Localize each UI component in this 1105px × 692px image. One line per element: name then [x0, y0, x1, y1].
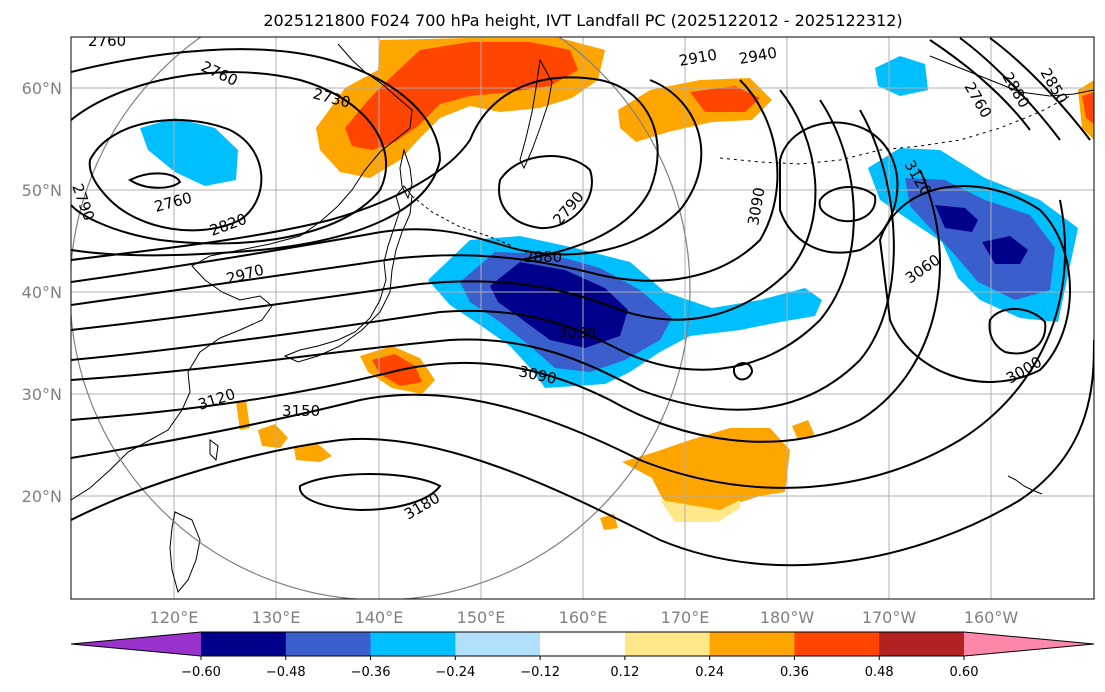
shade-red-kamchatka	[690, 86, 760, 112]
shade-light-blue-nw	[140, 118, 238, 186]
contour-line	[71, 99, 855, 371]
contour-line	[71, 339, 1094, 567]
contour-line	[128, 172, 182, 189]
shade-light-blue-bering	[875, 56, 928, 96]
coast-kamchatka	[519, 58, 553, 170]
contour-line	[929, 39, 1031, 131]
contour-line	[88, 119, 263, 232]
contour-line	[71, 89, 817, 331]
lon-label: 150°E	[457, 608, 506, 627]
lon-label: 120°E	[150, 608, 199, 627]
height-contours	[71, 37, 1094, 567]
lon-label: 170°E	[661, 608, 710, 627]
lon-label: 130°E	[252, 608, 301, 627]
coast-hawaii	[1007, 475, 1043, 495]
contour-line	[779, 121, 899, 254]
longitude-labels: 120°E 130°E 140°E 150°E 160°E 170°E 180°…	[150, 608, 1019, 627]
figure-title: 2025121800 F024 700 hPa height, IVT Land…	[263, 11, 902, 30]
contour-line	[878, 185, 1071, 383]
contour-line	[71, 76, 659, 261]
colorbar-segment	[455, 632, 541, 656]
contour-line	[71, 109, 895, 411]
colorbar-segment	[201, 632, 287, 656]
colorbar-tick-label: 0.60	[950, 665, 979, 680]
contour-line	[959, 37, 1061, 141]
lon-label: 160°W	[964, 608, 1019, 627]
contour-line	[988, 308, 1047, 355]
contour-label: 2760	[88, 32, 126, 50]
shade-orange-small-4	[792, 420, 815, 440]
colorbar-segment	[624, 632, 711, 656]
contour-line	[298, 473, 442, 512]
coast-asia-mainland	[71, 43, 413, 501]
colorbar-extend-min	[71, 632, 201, 656]
contour-line	[989, 37, 1091, 141]
lon-label: 180°W	[760, 608, 815, 627]
colorbar-segment	[879, 632, 965, 656]
shade-orange-small-2	[294, 444, 332, 462]
lat-label-30n: 30°N	[22, 385, 62, 404]
colorbar-segment	[370, 632, 456, 656]
contour-line	[71, 169, 941, 443]
contour-line	[71, 71, 388, 245]
lat-label-50n: 50°N	[22, 181, 62, 200]
lon-label: 140°E	[355, 608, 404, 627]
colorbar-tick-label: 0.48	[865, 665, 894, 680]
map-panel: 2760 2760 2730 2760 2820 2970 3120 3150 …	[70, 32, 1095, 600]
colorbar-segment	[540, 632, 626, 656]
coast-philippines	[169, 511, 201, 594]
colorbar-tick-label: −0.24	[435, 665, 475, 680]
contour-line	[818, 185, 877, 223]
colorbar-tick-label: 0.36	[780, 665, 809, 680]
contour-label: 3030	[558, 324, 596, 342]
colorbar-tick-label: −0.36	[351, 665, 391, 680]
lat-label-40n: 40°N	[22, 283, 62, 302]
landfall-radius-circle	[71, 37, 691, 599]
colorbar-tick-label: −0.60	[181, 665, 221, 680]
lon-label: 170°W	[862, 608, 917, 627]
colorbar-tick-label: −0.48	[266, 665, 306, 680]
coast-kuril-chain	[411, 195, 513, 247]
contour-line	[498, 155, 593, 230]
colorbar-tick-label: −0.12	[520, 665, 560, 680]
lon-label: 160°E	[559, 608, 608, 627]
colorbar-extend-max	[964, 632, 1094, 656]
contour-line	[71, 79, 703, 283]
colorbar-tick-label: 0.24	[695, 665, 724, 680]
latitude-labels: 60°N 50°N 40°N 30°N 20°N	[22, 79, 62, 506]
contour-line	[71, 48, 442, 257]
coast-taiwan	[209, 439, 219, 462]
contour-label: 3150	[282, 402, 320, 420]
shade-red-okhotsk	[345, 42, 578, 150]
coast-sakhalin	[399, 148, 413, 200]
coast-japan	[283, 185, 413, 363]
map-frame	[70, 36, 1095, 600]
contour-line	[71, 199, 1067, 489]
graticule	[71, 37, 1094, 599]
shade-yellow-central	[660, 500, 740, 522]
shade-dark-blue-east	[935, 205, 1028, 264]
colorbar-segment	[709, 632, 795, 656]
contour-line	[733, 362, 754, 381]
lat-label-20n: 20°N	[22, 487, 62, 506]
contour-line	[71, 79, 779, 306]
colorbar-tick-label: 0.12	[610, 665, 639, 680]
contour-label: 2880	[524, 248, 562, 266]
colorbar: −0.60 −0.48 −0.36 −0.24 −0.12 0.12 0.24 0.36 0.4…	[70, 631, 1095, 680]
shade-red-east-edge	[1082, 92, 1094, 124]
lat-label-60n: 60°N	[22, 79, 62, 98]
shade-orange-central	[622, 428, 790, 516]
shade-dark-blue-main	[490, 262, 628, 348]
shade-orange-small-3	[236, 400, 250, 430]
shade-orange-small-1	[258, 424, 288, 448]
colorbar-segment	[285, 632, 372, 656]
colorbar-segment	[794, 632, 880, 656]
